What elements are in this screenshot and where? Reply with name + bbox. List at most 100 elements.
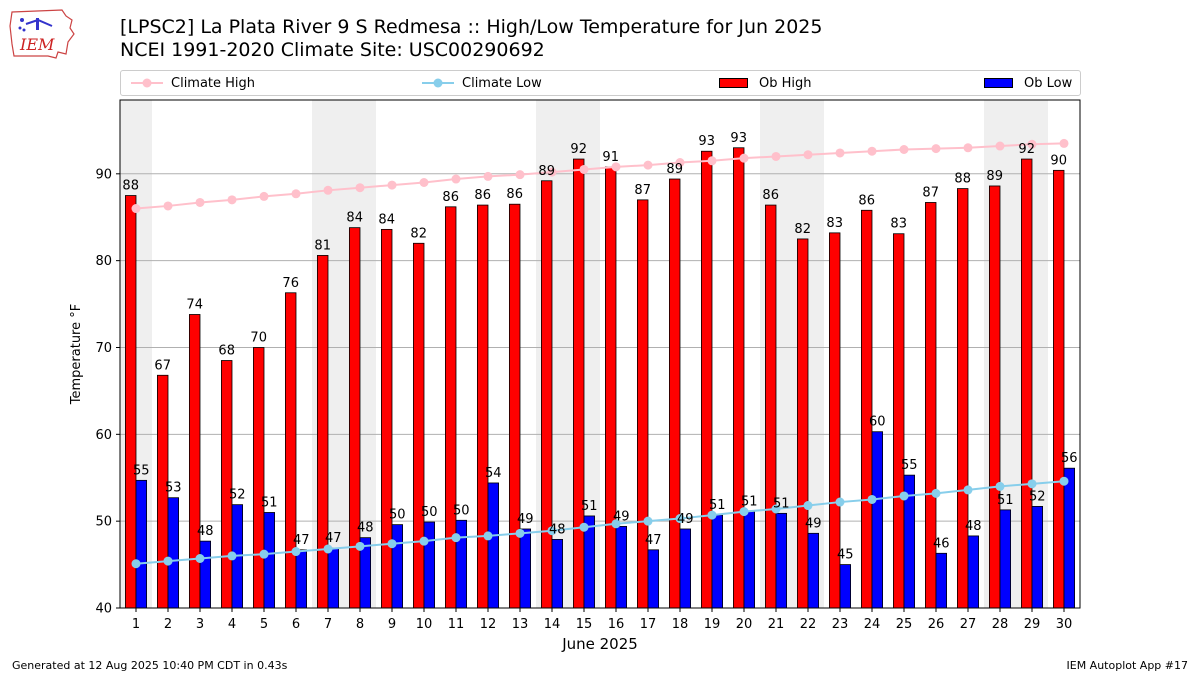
x-tick-label: 25 (896, 617, 913, 632)
x-tick-label: 28 (992, 617, 1009, 632)
climate-low-point (675, 514, 685, 524)
y-tick-label: 80 (95, 254, 112, 269)
title-line-1: [LPSC2] La Plata River 9 S Redmesa :: Hi… (120, 16, 823, 38)
climate-high-point (291, 189, 301, 199)
ob-low-label: 45 (837, 548, 854, 563)
ob-low-bar (1031, 505, 1044, 609)
ob-high-label: 91 (602, 150, 619, 165)
x-tick-label: 11 (448, 617, 465, 632)
climate-low-point (995, 481, 1005, 491)
y-tick-label: 90 (95, 167, 112, 182)
climate-low-point (259, 549, 269, 559)
ob-high-label: 88 (954, 172, 971, 187)
climate-low-point (547, 526, 557, 536)
climate-high-point (675, 158, 685, 168)
ob-low-label: 52 (1029, 489, 1046, 504)
climate-high-point (227, 195, 237, 205)
ob-high-bar (125, 195, 137, 609)
weekend-band (792, 100, 824, 608)
ob-low-label: 55 (901, 458, 918, 473)
climate-low-point (707, 510, 717, 520)
x-tick-label: 6 (292, 617, 300, 632)
x-tick-label: 22 (800, 617, 817, 632)
ob-high-bar (284, 292, 297, 609)
legend-label-ob-high: Ob High (759, 75, 812, 91)
legend-swatch-climate-high (131, 78, 163, 88)
x-tick-label: 12 (480, 617, 497, 632)
x-tick-label: 9 (388, 617, 396, 632)
climate-low-point (419, 536, 429, 546)
y-tick-label: 60 (95, 428, 112, 443)
ob-low-label: 48 (965, 519, 982, 534)
ob-low-label: 48 (549, 522, 566, 537)
ob-low-bar (135, 479, 148, 609)
ob-high-label: 86 (762, 188, 779, 203)
ob-low-bar (455, 519, 468, 609)
bars (125, 147, 1076, 609)
climate-high-point (163, 201, 173, 211)
ob-low-bar (679, 528, 692, 609)
climate-low-point (451, 533, 461, 543)
climate-high-point (355, 183, 365, 193)
ob-low-bar (551, 538, 564, 609)
ob-low-bar (743, 511, 756, 609)
x-tick-label: 27 (960, 617, 977, 632)
x-tick-label: 7 (324, 617, 332, 632)
weekend-band (536, 100, 568, 608)
weekend-band (312, 100, 344, 608)
ob-low-label: 50 (389, 508, 406, 523)
climate-high-point (579, 164, 589, 174)
x-tick-label: 16 (608, 617, 625, 632)
ob-high-label: 67 (154, 358, 171, 373)
plot-frame (119, 99, 1081, 609)
ob-high-label: 86 (442, 190, 459, 205)
legend-item-climate-high: Climate High (131, 71, 255, 95)
x-tick-label: 15 (576, 617, 593, 632)
x-tick-label: 4 (228, 617, 236, 632)
ob-high-label: 87 (634, 183, 651, 198)
x-tick-label: 3 (196, 617, 204, 632)
ob-low-bar (935, 552, 948, 609)
app-id: IEM Autoplot App #17 (1066, 659, 1189, 672)
climate-high-point (323, 185, 333, 195)
legend-swatch-ob-low (984, 78, 1013, 88)
ob-low-bar (487, 482, 500, 609)
x-tick-label: 24 (864, 617, 881, 632)
x-tick-label: 13 (512, 617, 529, 632)
ob-high-label: 93 (730, 131, 747, 146)
logo-text: IEM (19, 35, 55, 54)
ob-high-bar (861, 209, 873, 609)
ob-low-label: 48 (357, 521, 374, 536)
ob-low-label: 51 (773, 496, 790, 511)
chart-title: [LPSC2] La Plata River 9 S Redmesa :: Hi… (120, 16, 822, 62)
ob-high-label: 83 (890, 217, 907, 232)
ob-low-label: 49 (517, 512, 534, 527)
ob-high-bar (957, 188, 969, 609)
climate-low-point (899, 491, 909, 501)
x-tick-label: 19 (704, 617, 721, 632)
climate-low-point (515, 528, 525, 538)
climate-low-point (611, 519, 621, 529)
ob-high-bar (188, 314, 201, 609)
ob-high-bar (156, 374, 169, 609)
x-tick-label: 21 (768, 617, 785, 632)
ob-low-label: 51 (709, 498, 726, 513)
bar-labels: 88 55 67 53 74 48 68 52 70 51 76 47 81 47 84 48 84 50 82 50… (122, 131, 1077, 563)
climate-high-point (899, 144, 909, 154)
climate-high-point (963, 143, 973, 153)
ob-low-bar (519, 528, 532, 609)
x-tick-label: 29 (1024, 617, 1041, 632)
ob-low-bar (647, 549, 660, 609)
ob-high-label: 89 (666, 162, 683, 177)
ob-high-label: 70 (250, 330, 267, 345)
climate-high-point (419, 177, 429, 187)
climate-low-point (227, 551, 237, 561)
climate-high-point (259, 191, 269, 201)
ob-low-label: 53 (165, 481, 182, 496)
climate-low-point (739, 507, 749, 517)
legend-swatch-ob-high (719, 78, 748, 88)
x-tick-label: 26 (928, 617, 945, 632)
legend-label-climate-low: Climate Low (462, 75, 542, 91)
ob-low-label: 51 (581, 499, 598, 514)
climate-low-point (963, 485, 973, 495)
